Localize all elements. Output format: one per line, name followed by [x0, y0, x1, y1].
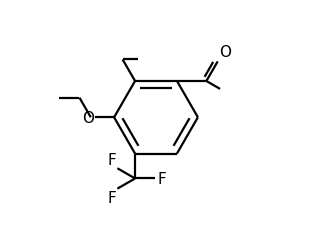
Text: F: F: [157, 171, 166, 186]
Text: F: F: [108, 190, 116, 205]
Text: O: O: [82, 110, 94, 125]
Text: O: O: [219, 45, 231, 60]
Text: F: F: [108, 152, 116, 167]
